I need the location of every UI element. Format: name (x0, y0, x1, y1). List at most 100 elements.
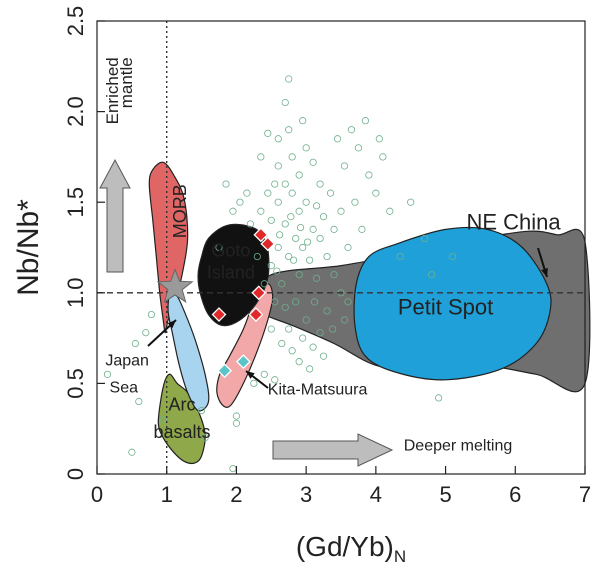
data-point (421, 234, 429, 243)
data-point (159, 416, 167, 424)
data-point (361, 117, 369, 125)
data-point (274, 243, 282, 252)
data-point (274, 162, 282, 170)
data-point (302, 144, 310, 152)
data-point (271, 180, 279, 188)
plot-frame (96, 20, 586, 475)
data-point (246, 220, 254, 228)
data-point (295, 171, 303, 179)
x-tick-label: 0 (91, 482, 103, 507)
data-point (131, 339, 139, 348)
data-point (379, 153, 387, 161)
y-tick-label: 2.0 (63, 96, 88, 127)
data-point (281, 220, 289, 228)
data-point (274, 198, 282, 206)
data-point (278, 339, 286, 348)
data-point (330, 225, 338, 233)
x-tick-label: 6 (509, 482, 521, 507)
field-petit-spot (353, 226, 552, 381)
pointer-ne-china (537, 247, 548, 278)
data-point (386, 207, 394, 215)
data-point (222, 180, 230, 188)
annotation-label: Japan (105, 352, 149, 369)
data-point (257, 153, 265, 161)
data-point (232, 412, 241, 420)
data-point (142, 329, 150, 337)
data-point (319, 352, 328, 360)
data-point (316, 180, 324, 188)
data-point (285, 75, 293, 83)
field-label: Petit Spot (398, 295, 493, 320)
data-point (326, 189, 335, 197)
data-point (312, 202, 321, 210)
y-axis-title: Nb/Nb* (12, 199, 45, 296)
data-point (243, 189, 251, 197)
data-point (302, 316, 310, 324)
annotation-label: Sea (110, 379, 139, 396)
data-point (295, 271, 303, 279)
arrow-deeper-melting (272, 433, 394, 467)
data-point (295, 358, 303, 366)
cyan-diamond-point (235, 354, 251, 370)
red-diamond-point (253, 227, 269, 243)
red-diamond-point (251, 285, 267, 301)
annotation-label: Enriched (103, 57, 122, 124)
x-tick-label: 3 (300, 482, 312, 507)
field-label: Goto (211, 241, 250, 261)
data-point (289, 256, 298, 264)
data-point (351, 198, 359, 206)
data-point (396, 252, 404, 261)
data-point (201, 434, 209, 442)
annotation-label: NE China (466, 209, 561, 234)
data-point (287, 213, 295, 221)
data-point (215, 243, 223, 252)
data-point (316, 329, 324, 337)
data-point (319, 213, 328, 221)
data-point (267, 325, 275, 333)
data-point (253, 252, 261, 261)
data-point (323, 307, 331, 315)
data-point (229, 464, 237, 473)
data-point (285, 252, 293, 261)
x-tick-label: 1 (161, 482, 173, 507)
axes-layer: 0 1 2 3 4 5 6 7 0 0.5 1.0 1.5 2.0 2.5 (Gd/Yb)N Nb/Nb* (12, 6, 591, 566)
data-point (347, 126, 356, 134)
data-point (278, 280, 286, 288)
data-point (333, 135, 342, 143)
data-point (344, 298, 352, 306)
data-point (448, 252, 457, 261)
data-point (316, 234, 324, 243)
data-point (296, 223, 305, 232)
data-point (103, 370, 112, 378)
fields-layer (148, 161, 591, 465)
data-point (295, 207, 303, 215)
data-point (281, 303, 289, 311)
data-point (292, 234, 300, 243)
data-point (288, 347, 296, 355)
annotation-label: mantle (117, 57, 136, 108)
data-point (312, 274, 321, 282)
data-point (365, 171, 373, 179)
x-tick-label: 5 (439, 482, 451, 507)
data-point (299, 117, 307, 125)
data-point (260, 370, 268, 378)
data-point (306, 256, 314, 264)
y-tick-label: 1.0 (63, 278, 88, 309)
data-point (330, 271, 338, 279)
field-label: Island (207, 262, 255, 282)
data-point (135, 397, 143, 406)
data-point (264, 189, 272, 197)
data-point (340, 162, 349, 170)
data-point (288, 189, 296, 197)
data-point (310, 298, 319, 306)
data-point (285, 325, 293, 333)
cyan-diamond-point (217, 363, 232, 379)
markers-layer (156, 227, 276, 379)
data-point (276, 231, 284, 239)
data-point (274, 135, 282, 143)
data-point (407, 198, 415, 206)
x-tick-label: 7 (579, 482, 591, 507)
data-point (285, 126, 293, 134)
data-point (358, 225, 366, 233)
